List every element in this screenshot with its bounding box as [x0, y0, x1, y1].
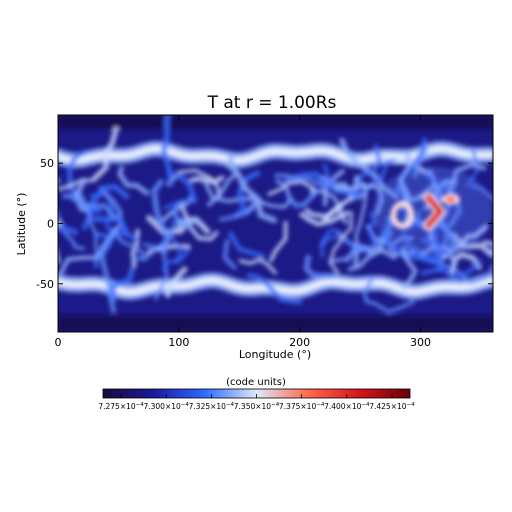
texture-filament: [218, 193, 257, 222]
colorbar-tick-label: 7.375×10−4: [279, 402, 325, 411]
x-tick-label: 200: [289, 336, 310, 349]
texture-filament: [267, 179, 316, 198]
ring-feature-edge: [392, 203, 413, 227]
texture-filament: [233, 170, 261, 218]
north-cap: [58, 115, 493, 129]
texture-filament: [226, 153, 278, 224]
texture-filament: [366, 211, 378, 244]
texture-filament: [90, 126, 119, 183]
texture-filament: [160, 115, 174, 187]
texture-filament: [163, 199, 198, 210]
texture-filament: [161, 246, 192, 273]
texture-filament: [58, 177, 92, 191]
y-axis-label: Latitude (°): [15, 193, 28, 256]
texture-filament: [319, 228, 341, 259]
texture-filament: [439, 250, 493, 285]
texture-filament: [347, 231, 393, 272]
texture-filament: [62, 193, 118, 220]
texture-filament: [420, 259, 483, 280]
x-tick-label: 300: [410, 336, 431, 349]
texture-filament: [206, 171, 239, 207]
texture-filament: [274, 173, 328, 189]
texture-filament: [166, 168, 221, 197]
texture-filament: [482, 240, 493, 247]
texture-filament: [203, 181, 255, 204]
texture-filament: [58, 177, 61, 184]
texture-filament: [164, 266, 188, 298]
texture-filament: [171, 171, 197, 203]
texture-filament: [222, 238, 237, 270]
texture-filament: [299, 210, 350, 227]
y-tick-label: 50: [40, 157, 54, 170]
south-cap: [58, 316, 493, 332]
y-tick-label: -50: [36, 278, 54, 291]
texture-filament: [238, 257, 277, 275]
texture-filament: [228, 231, 266, 259]
texture-filament: [303, 254, 338, 280]
colorbar-tick-label: 7.350×10−4: [234, 402, 280, 411]
texture-filament: [58, 210, 86, 251]
texture-filament: [174, 218, 198, 231]
texture-filament: [246, 273, 303, 305]
texture-filament: [117, 165, 150, 196]
colorbar-ticks: 7.275×10−4 7.300×10−4 7.325×10−4 7.350×10−4…: [98, 394, 415, 411]
texture-filament: [304, 204, 344, 219]
colorbar-tick-label: 7.300×10−4: [143, 402, 189, 411]
texture-filament: [110, 266, 136, 303]
texture-filament: [269, 220, 288, 263]
chart-title: T at r = 1.00Rs: [207, 93, 337, 113]
x-axis-ticks: 0 100 200 300: [55, 115, 431, 349]
x-axis-label: Longitude (°): [239, 348, 311, 361]
x-tick-label: 100: [168, 336, 189, 349]
x-tick-label: 0: [55, 336, 62, 349]
texture-filament: [99, 232, 117, 314]
colorbar-tick-label: 7.425×10−4: [369, 402, 415, 411]
texture-filament: [171, 203, 191, 229]
texture-filament: [130, 235, 173, 261]
texture-filament: [78, 191, 99, 256]
texture-filament: [362, 275, 416, 314]
texture-filament: [151, 179, 171, 255]
texture-filament: [286, 189, 319, 209]
active-region-glow: [372, 166, 493, 257]
texture-filament: [328, 210, 353, 275]
y-tick-label: 0: [47, 218, 54, 231]
heatmap-area: [58, 115, 493, 332]
colorbar-title: (code units): [226, 377, 286, 388]
colorbar-tick-label: 7.275×10−4: [98, 402, 144, 411]
colorbar-tick-label: 7.400×10−4: [324, 402, 370, 411]
texture-filament: [401, 245, 418, 290]
hotspot: [425, 194, 444, 229]
texture-filament: [178, 200, 219, 242]
texture-filament: [284, 171, 359, 195]
texture-filament: [111, 229, 147, 261]
y-axis-ticks: 50 0 -50: [36, 157, 493, 291]
hotspot: [445, 196, 456, 203]
texture-filament: [189, 175, 225, 185]
colorbar-tick-label: 7.325×10−4: [189, 402, 235, 411]
